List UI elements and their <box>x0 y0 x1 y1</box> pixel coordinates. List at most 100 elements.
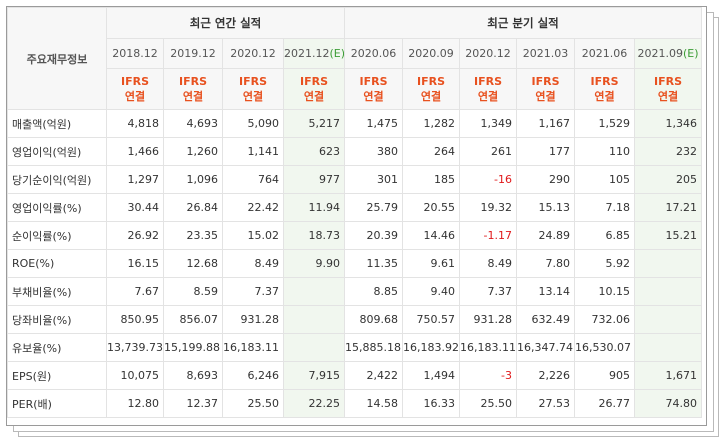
table-row: EPS(원) 10,075 8,693 6,246 7,915 2,422 1,494 -3 2… <box>7 361 703 390</box>
table-cell: 8.85 <box>344 277 403 306</box>
table-cell: 1,167 <box>516 109 575 138</box>
table-cell: 9.61 <box>402 249 460 278</box>
table-cell: 5.92 <box>574 249 635 278</box>
row-label: ROE(%) <box>7 249 107 278</box>
ifrs-label: IFRS <box>474 75 502 88</box>
table-cell: -1.17 <box>459 221 517 250</box>
consolidated-label: 연결 <box>657 90 679 103</box>
table-cell: 10.15 <box>574 277 635 306</box>
table-cell: 17.21 <box>633 193 703 222</box>
table-cell: 290 <box>516 165 575 194</box>
table-cell: 5,090 <box>222 109 284 138</box>
consolidated-label: 연결 <box>420 90 442 103</box>
period-label: 2021.12 <box>284 47 330 60</box>
table-cell: 7.37 <box>459 277 517 306</box>
ifrs-label: IFRS <box>590 75 619 88</box>
table-cell: 977 <box>283 165 345 194</box>
table-cell: 177 <box>516 137 575 166</box>
period-header: 2020.06 <box>344 38 403 69</box>
table-cell: 732.06 <box>574 305 635 334</box>
ifrs-basis-header: IFRS 연결 <box>283 68 345 110</box>
table-cell: 9.40 <box>402 277 460 306</box>
consolidated-label: 연결 <box>303 90 325 103</box>
table-cell: 1,096 <box>163 165 223 194</box>
table-cell: 856.07 <box>163 305 223 334</box>
table-cell: 11.35 <box>344 249 403 278</box>
table-cell: 850.95 <box>106 305 164 334</box>
estimate-marker: (E) <box>682 47 699 60</box>
table-cell: 8.49 <box>222 249 284 278</box>
table-cell: 26.92 <box>106 221 164 250</box>
table-cell: -3 <box>459 361 517 390</box>
period-label: 2020.12 <box>465 47 511 60</box>
table-cell <box>633 305 703 334</box>
table-cell: -16 <box>459 165 517 194</box>
ifrs-basis-header: IFRS 연결 <box>574 68 635 110</box>
table-cell: 16,530.07 <box>574 333 635 362</box>
table-cell: 18.73 <box>283 221 345 250</box>
period-label: 2021.03 <box>522 47 569 60</box>
table-cell: 22.42 <box>222 193 284 222</box>
table-cell: 232 <box>633 137 703 166</box>
table-cell: 20.39 <box>344 221 403 250</box>
header-label: 주요재무정보 <box>7 7 107 110</box>
table-row: 당기순이익(억원) 1,297 1,096 764 977 301 185 -16 290 105… <box>7 165 703 194</box>
consolidated-label: 연결 <box>477 90 499 103</box>
ifrs-basis-header: IFRS 연결 <box>222 68 284 110</box>
table-cell: 6,246 <box>222 361 284 390</box>
consolidated-label: 연결 <box>182 90 204 103</box>
period-header: 2019.12 <box>163 38 223 69</box>
table-cell: 905 <box>574 361 635 390</box>
ifrs-label: IFRS <box>300 75 328 88</box>
consolidated-label: 연결 <box>363 90 384 103</box>
table-cell: 1,141 <box>222 137 284 166</box>
table-cell: 23.35 <box>163 221 223 250</box>
ifrs-label: IFRS <box>531 75 560 88</box>
table-cell: 110 <box>574 137 635 166</box>
table-cell: 7.67 <box>106 277 164 306</box>
period-header: 2021.06 <box>574 38 635 69</box>
period-label: 2018.12 <box>112 47 158 60</box>
table-cell: 764 <box>222 165 284 194</box>
ifrs-label: IFRS <box>239 75 267 88</box>
table-cell: 205 <box>633 165 703 194</box>
period-label: 2020.12 <box>230 47 276 60</box>
table-cell: 19.32 <box>459 193 517 222</box>
period-label: 2021.09 <box>637 47 683 60</box>
table-cell <box>633 277 703 306</box>
period-header: 2020.12 <box>222 38 284 69</box>
period-header: 2021.09(E) <box>633 38 703 69</box>
table-cell: 26.77 <box>574 389 635 418</box>
ifrs-basis-header: IFRS 연결 <box>402 68 460 110</box>
table-cell: 7,915 <box>283 361 345 390</box>
table-cell: 380 <box>344 137 403 166</box>
period-label: 2019.12 <box>170 47 216 60</box>
row-label: 영업이익(억원) <box>7 137 107 166</box>
table-cell: 5,217 <box>283 109 345 138</box>
row-label: 순이익률(%) <box>7 221 107 250</box>
row-label: 당기순이익(억원) <box>7 165 107 194</box>
period-header: 2020.09 <box>402 38 460 69</box>
table-cell: 931.28 <box>459 305 517 334</box>
financial-summary-table: 주요재무정보 최근 연간 실적 최근 분기 실적 2018.12 2019.12 2… <box>7 7 703 418</box>
table-cell <box>283 333 345 362</box>
table-row: 매출액(억원) 4,818 4,693 5,090 5,217 1,475 1,282 1,3… <box>7 109 703 138</box>
table-cell: 16,183.92 <box>402 333 460 362</box>
table-cell: 750.57 <box>402 305 460 334</box>
table-cell: 1,346 <box>633 109 703 138</box>
table-row: 순이익률(%) 26.92 23.35 15.02 18.73 20.39 14.46 -1.… <box>7 221 703 250</box>
table-cell: 7.80 <box>516 249 575 278</box>
table-cell: 185 <box>402 165 460 194</box>
table-cell: 13,739.73 <box>106 333 164 362</box>
consolidated-label: 연결 <box>242 90 264 103</box>
table-cell: 14.46 <box>402 221 460 250</box>
consolidated-label: 연결 <box>124 90 146 103</box>
table-cell: 8.59 <box>163 277 223 306</box>
table-cell: 7.37 <box>222 277 284 306</box>
row-label: 매출액(억원) <box>7 109 107 138</box>
row-label: PER(배) <box>7 389 107 418</box>
table-cell: 15,199.88 <box>163 333 223 362</box>
row-label: 유보율(%) <box>7 333 107 362</box>
financial-table-body: 매출액(억원) 4,818 4,693 5,090 5,217 1,475 1,282 1,3… <box>7 109 703 418</box>
table-cell: 7.18 <box>574 193 635 222</box>
